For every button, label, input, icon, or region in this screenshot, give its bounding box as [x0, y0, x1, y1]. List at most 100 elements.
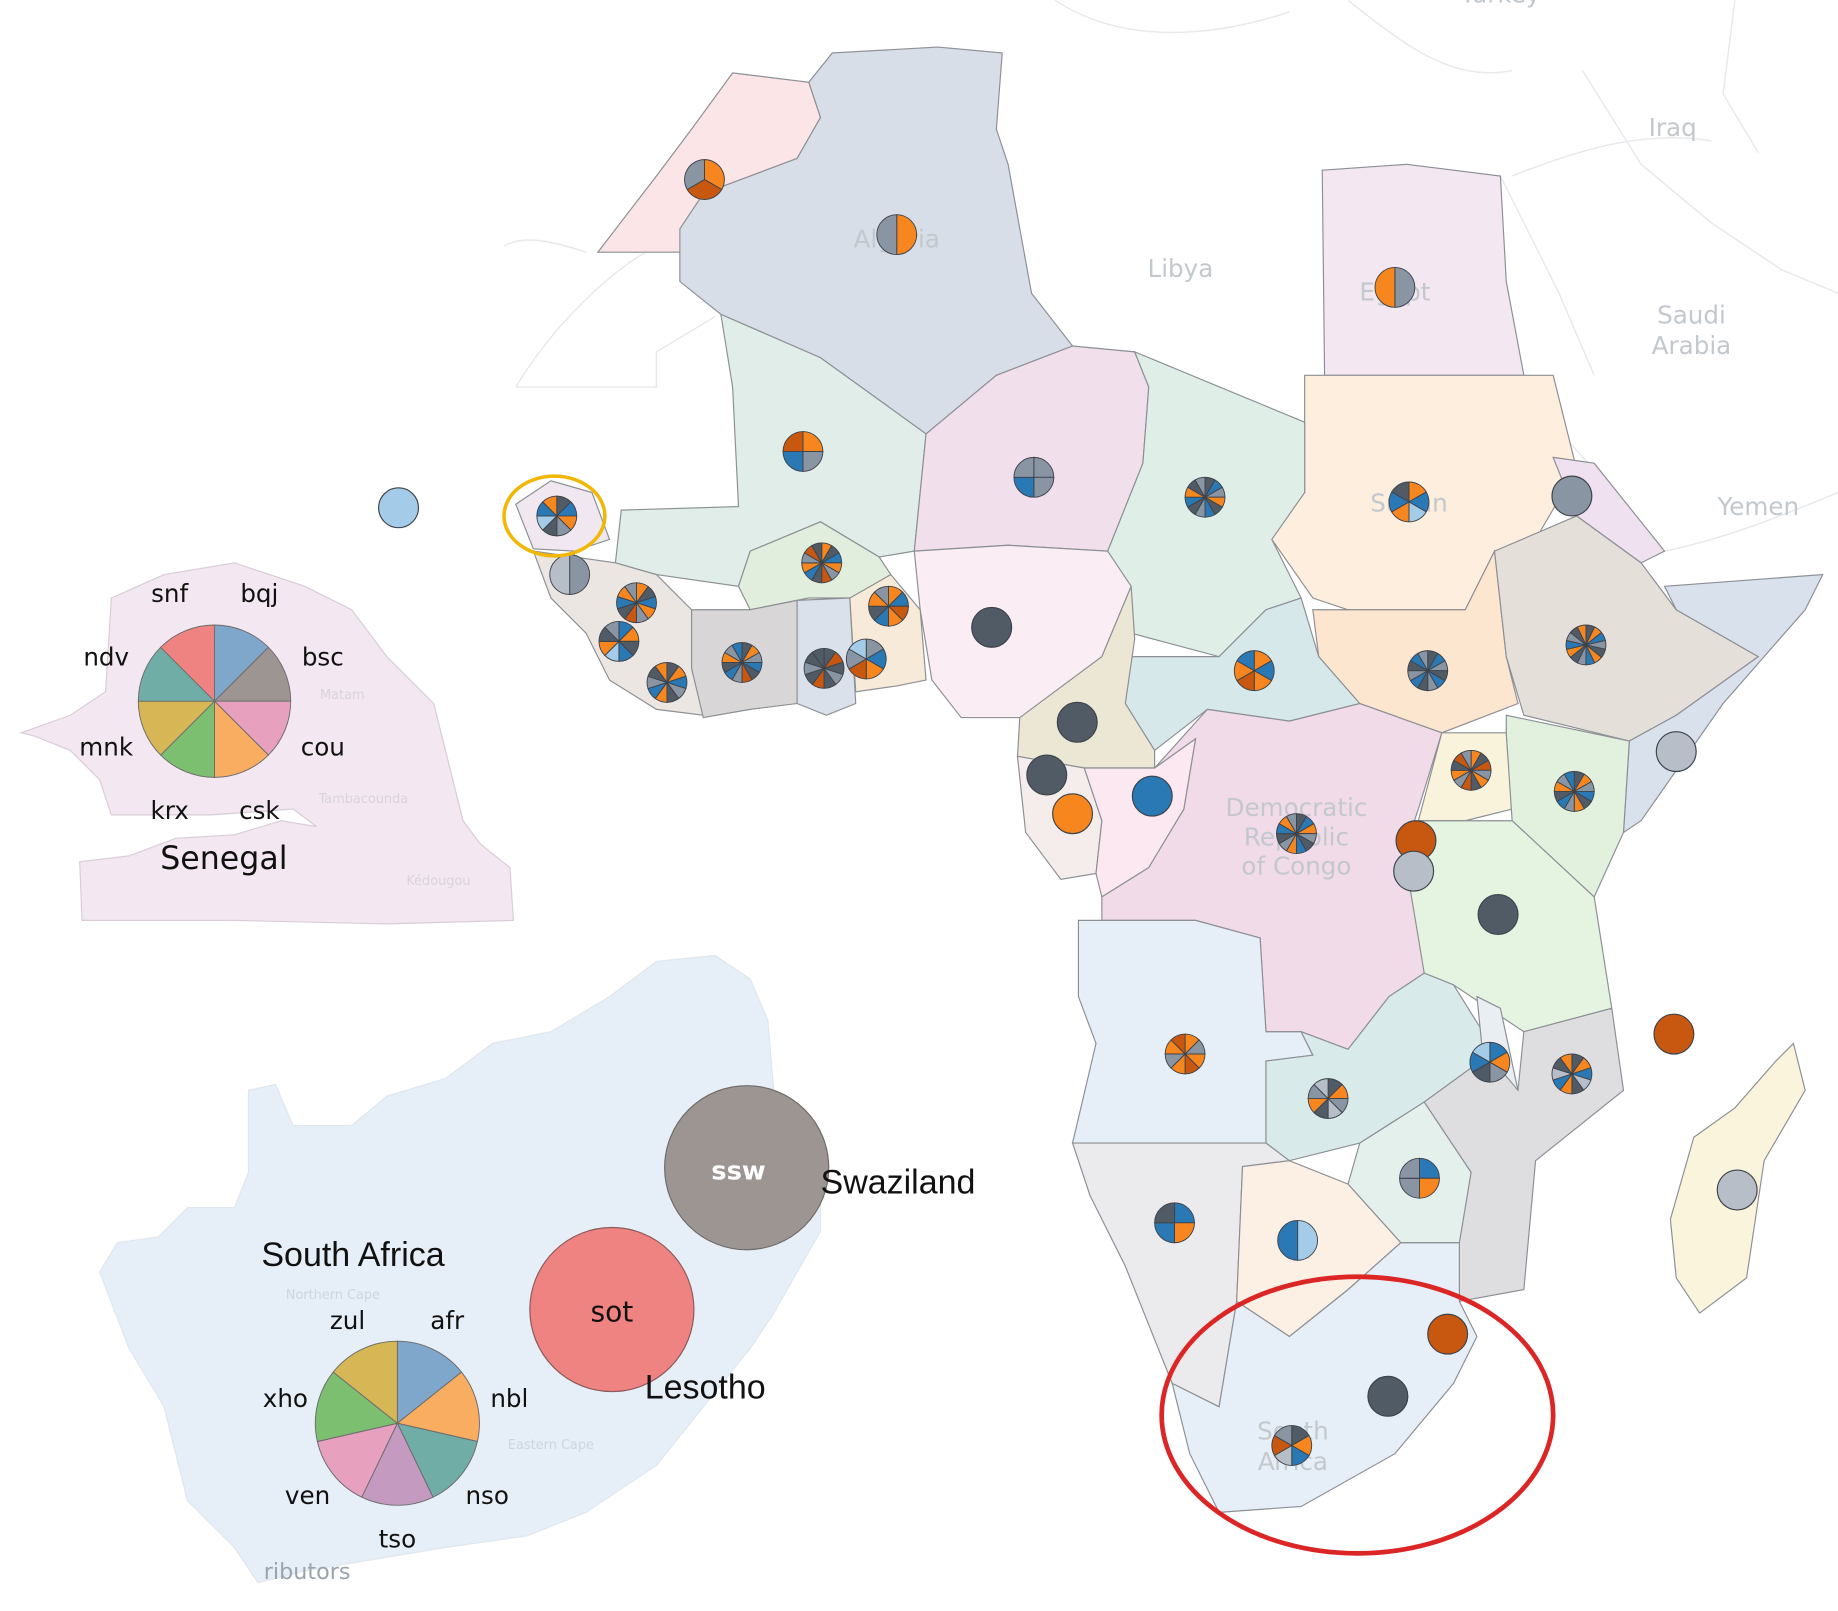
- pie-marker-slice[interactable]: [873, 585, 889, 608]
- pie-marker[interactable]: [1154, 1202, 1195, 1244]
- pie-marker[interactable]: [1469, 1041, 1511, 1083]
- pie-marker[interactable]: [1407, 650, 1449, 692]
- sa-pie-slice[interactable]: [316, 1422, 399, 1498]
- pie-marker-slice[interactable]: [1427, 1313, 1469, 1355]
- sa-pie-slice[interactable]: [332, 1340, 398, 1425]
- pie-marker-slice[interactable]: [1013, 456, 1035, 478]
- pie-marker-slice[interactable]: [1399, 1157, 1420, 1179]
- pie-marker-slice[interactable]: [1236, 650, 1255, 672]
- pie-marker[interactable]: [1399, 1157, 1440, 1199]
- pie-marker[interactable]: [684, 159, 725, 200]
- pie-marker-slice[interactable]: [686, 179, 723, 200]
- pie-marker-slice[interactable]: [876, 214, 898, 256]
- pie-marker-slice[interactable]: [1056, 701, 1098, 743]
- country-egypt[interactable]: [1321, 163, 1525, 376]
- pie-marker[interactable]: [549, 554, 590, 595]
- pie-marker[interactable]: [1233, 650, 1275, 692]
- senegal-pie-slice[interactable]: [213, 646, 292, 702]
- pie-marker[interactable]: [1367, 1375, 1409, 1417]
- pie-marker-slice[interactable]: [1273, 1425, 1293, 1447]
- pie-marker[interactable]: [1277, 1219, 1318, 1261]
- pie-marker-slice[interactable]: [604, 620, 620, 643]
- lesotho-circle[interactable]: [529, 1226, 695, 1393]
- pie-marker-slice[interactable]: [1033, 456, 1055, 478]
- pie-marker[interactable]: [646, 662, 688, 703]
- pie-marker-slice[interactable]: [1285, 813, 1297, 836]
- pie-marker[interactable]: [1653, 1013, 1695, 1055]
- pie-marker-slice[interactable]: [624, 582, 637, 605]
- pie-marker-slice[interactable]: [1013, 476, 1035, 498]
- pie-marker[interactable]: [1164, 1033, 1206, 1075]
- pie-marker[interactable]: [1655, 731, 1697, 773]
- pie-marker[interactable]: [1553, 771, 1595, 812]
- pie-marker-slice[interactable]: [802, 431, 824, 452]
- pie-marker-slice[interactable]: [1033, 476, 1055, 498]
- senegal-pie-slice[interactable]: [137, 646, 216, 702]
- pie-marker-slice[interactable]: [1367, 1375, 1409, 1417]
- sa-pie-slice[interactable]: [396, 1371, 480, 1443]
- pie-marker-slice[interactable]: [848, 638, 867, 660]
- pie-marker-slice[interactable]: [811, 647, 825, 670]
- pie-marker[interactable]: [1307, 1078, 1349, 1119]
- pie-marker[interactable]: [721, 642, 763, 683]
- pie-marker-slice[interactable]: [1394, 266, 1416, 308]
- pie-marker-slice[interactable]: [1716, 1169, 1758, 1211]
- senegal-pie-slice[interactable]: [137, 700, 216, 756]
- pie-marker-slice[interactable]: [1131, 775, 1173, 817]
- swaziland-circle[interactable]: [664, 1085, 830, 1251]
- pie-marker-slice[interactable]: [1559, 1053, 1573, 1076]
- pie-marker-slice[interactable]: [1460, 749, 1472, 773]
- pie-marker-slice[interactable]: [1419, 1177, 1440, 1199]
- pie-marker-slice[interactable]: [1653, 1013, 1695, 1055]
- pie-marker[interactable]: [1427, 1313, 1469, 1355]
- pie-marker[interactable]: [1184, 476, 1226, 518]
- pie-marker-slice[interactable]: [896, 214, 918, 256]
- pie-marker[interactable]: [1393, 850, 1435, 892]
- sa-pie-slice[interactable]: [396, 1340, 463, 1425]
- pie-marker-slice[interactable]: [1399, 1177, 1420, 1199]
- pie-marker[interactable]: [876, 214, 918, 256]
- pie-marker[interactable]: [1026, 754, 1068, 796]
- pie-marker-slice[interactable]: [1655, 731, 1697, 773]
- pie-marker-slice[interactable]: [1277, 1219, 1299, 1261]
- pie-marker[interactable]: [1477, 894, 1519, 936]
- pie-marker-slice[interactable]: [1170, 1033, 1186, 1056]
- pie-marker[interactable]: [536, 495, 578, 537]
- pie-marker-slice[interactable]: [1374, 266, 1396, 308]
- pie-marker-slice[interactable]: [654, 662, 668, 684]
- pie-marker-slice[interactable]: [1313, 1078, 1329, 1100]
- pie-marker[interactable]: [1716, 1169, 1758, 1211]
- pie-marker[interactable]: [868, 585, 909, 627]
- pie-marker[interactable]: [1551, 1053, 1593, 1095]
- pie-marker-slice[interactable]: [802, 451, 824, 472]
- pie-marker[interactable]: [598, 620, 640, 662]
- pie-marker-slice[interactable]: [1417, 650, 1429, 673]
- pie-marker-slice[interactable]: [1471, 1041, 1491, 1064]
- pie-marker[interactable]: [1131, 775, 1173, 817]
- pie-marker-slice[interactable]: [1052, 793, 1094, 835]
- pie-marker-slice[interactable]: [811, 542, 823, 565]
- pie-marker-slice[interactable]: [782, 431, 804, 452]
- pie-marker[interactable]: [1013, 456, 1055, 498]
- pie-marker[interactable]: [1450, 749, 1492, 791]
- pie-marker-slice[interactable]: [731, 642, 743, 665]
- pie-marker-slice[interactable]: [1154, 1222, 1176, 1244]
- pie-marker[interactable]: [971, 606, 1013, 648]
- pie-marker[interactable]: [845, 638, 887, 680]
- pie-marker-slice[interactable]: [1194, 476, 1206, 499]
- pie-marker-slice[interactable]: [782, 451, 804, 472]
- senegal-pie-slice[interactable]: [214, 700, 270, 778]
- pie-marker-slice[interactable]: [684, 159, 705, 191]
- pie-marker-slice[interactable]: [1419, 1157, 1440, 1179]
- sa-pie-slice[interactable]: [396, 1422, 478, 1498]
- senegal-pie-slice[interactable]: [159, 624, 215, 703]
- pie-marker-slice[interactable]: [1563, 771, 1575, 794]
- pie-marker-slice[interactable]: [971, 606, 1013, 648]
- senegal-pie-slice[interactable]: [214, 624, 270, 703]
- pie-marker[interactable]: [1565, 624, 1607, 666]
- pie-marker[interactable]: [782, 431, 824, 472]
- sa-pie-slice[interactable]: [361, 1422, 434, 1506]
- pie-marker-slice[interactable]: [378, 487, 420, 529]
- pie-marker[interactable]: [1388, 481, 1430, 523]
- pie-marker[interactable]: [1551, 475, 1593, 517]
